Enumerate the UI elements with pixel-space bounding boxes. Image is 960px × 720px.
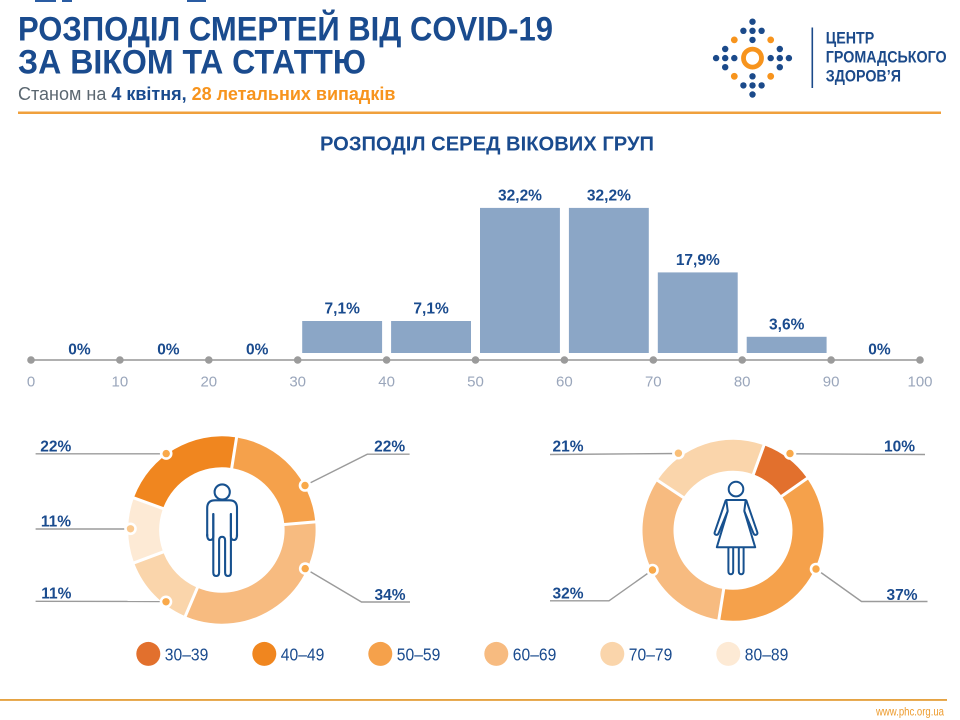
svg-text:0%: 0% bbox=[246, 342, 269, 359]
svg-text:0%: 0% bbox=[68, 342, 91, 359]
svg-text:0%: 0% bbox=[157, 342, 180, 359]
svg-text:ГРОМАДСЬКОГО: ГРОМАДСЬКОГО bbox=[826, 48, 947, 66]
svg-text:22%: 22% bbox=[374, 439, 405, 456]
svg-text:80–89: 80–89 bbox=[745, 645, 789, 665]
svg-text:22%: 22% bbox=[40, 439, 71, 456]
svg-text:РОЗПОДІЛ СМЕРТЕЙ ВІД COVID-19: РОЗПОДІЛ СМЕРТЕЙ ВІД COVID-19 bbox=[18, 10, 553, 49]
svg-text:Станом на 4 квітня, 28 летальн: Станом на 4 квітня, 28 летальних випадкі… bbox=[18, 84, 395, 104]
svg-text:РОЗПОДІЛ СЕРЕД ВІКОВИХ ГРУП: РОЗПОДІЛ СЕРЕД ВІКОВИХ ГРУП bbox=[320, 133, 654, 155]
svg-text:60: 60 bbox=[556, 373, 573, 390]
svg-text:www.phc.org.ua: www.phc.org.ua bbox=[875, 705, 944, 719]
svg-text:11%: 11% bbox=[41, 586, 71, 603]
svg-text:50: 50 bbox=[467, 373, 484, 390]
svg-text:10: 10 bbox=[112, 373, 129, 390]
svg-text:ЦЕНТР: ЦЕНТР bbox=[826, 29, 874, 47]
svg-text:11%: 11% bbox=[41, 514, 71, 531]
svg-text:21%: 21% bbox=[553, 439, 584, 456]
svg-text:70: 70 bbox=[645, 373, 662, 390]
svg-text:40: 40 bbox=[378, 373, 395, 390]
svg-text:17,9%: 17,9% bbox=[676, 252, 720, 269]
svg-text:0: 0 bbox=[27, 373, 35, 390]
svg-text:ЗА ВІКОМ ТА СТАТТЮ: ЗА ВІКОМ ТА СТАТТЮ bbox=[18, 43, 366, 81]
svg-text:30–39: 30–39 bbox=[165, 645, 209, 665]
svg-text:ЗДОРОВ’Я: ЗДОРОВ’Я bbox=[826, 68, 901, 86]
svg-text:7,1%: 7,1% bbox=[325, 301, 361, 318]
svg-text:0%: 0% bbox=[868, 342, 891, 359]
svg-text:60–69: 60–69 bbox=[513, 645, 557, 665]
svg-text:32,2%: 32,2% bbox=[587, 187, 631, 204]
svg-text:30: 30 bbox=[289, 373, 306, 390]
svg-text:20: 20 bbox=[200, 373, 217, 390]
svg-text:90: 90 bbox=[823, 373, 840, 390]
svg-text:32,2%: 32,2% bbox=[498, 187, 542, 204]
svg-text:40–49: 40–49 bbox=[281, 645, 325, 665]
svg-text:3,6%: 3,6% bbox=[769, 316, 805, 333]
svg-text:32%: 32% bbox=[553, 586, 584, 603]
svg-text:34%: 34% bbox=[374, 587, 405, 604]
svg-text:10%: 10% bbox=[884, 439, 915, 456]
svg-text:80: 80 bbox=[734, 373, 751, 390]
svg-text:100: 100 bbox=[907, 373, 932, 390]
svg-text:7,1%: 7,1% bbox=[413, 301, 449, 318]
svg-text:70–79: 70–79 bbox=[629, 645, 673, 665]
svg-text:37%: 37% bbox=[886, 587, 917, 604]
svg-text:50–59: 50–59 bbox=[397, 645, 441, 665]
